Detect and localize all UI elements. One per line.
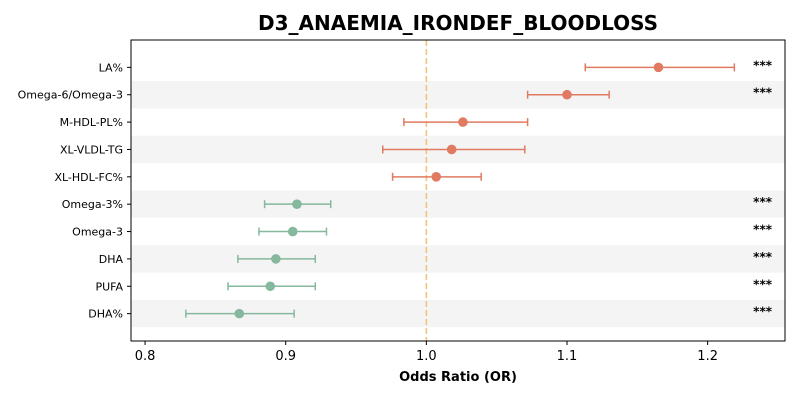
x-tick-label: 1.0: [416, 349, 437, 364]
y-tick-label: Omega-6/Omega-3: [18, 89, 123, 102]
or-point: [458, 117, 468, 127]
or-point: [271, 254, 281, 264]
row-stripe: [131, 245, 785, 273]
row-stripes: [131, 81, 785, 328]
y-tick-label: LA%: [99, 61, 123, 74]
or-point: [653, 62, 664, 73]
y-tick-labels: LA% Omega-6/Omega-3 M-HDL-PL% XL-VLDL-TG XL-…: [18, 61, 131, 321]
significance-marker: ***: [753, 277, 773, 291]
row-stripe: [131, 81, 785, 109]
or-point: [431, 172, 442, 182]
y-tick-label: Omega-3%: [62, 198, 123, 211]
axes-frame: [130, 39, 786, 342]
or-point: [292, 199, 302, 209]
or-point: [234, 308, 245, 319]
x-tick-label: 1.1: [557, 349, 578, 364]
significance-marker: ***: [753, 58, 773, 72]
significance-marker: ***: [753, 195, 773, 209]
y-tick-label: XL-VLDL-TG: [60, 143, 123, 156]
y-tick-label: DHA: [99, 253, 124, 266]
x-tick-label: 0.9: [275, 349, 296, 364]
significance-marker: ***: [753, 250, 773, 264]
x-ticks: 0.8 0.9 1.0 1.1 1.2: [135, 341, 718, 364]
y-tick-label: M-HDL-PL%: [60, 116, 123, 129]
chart-title: D3_ANAEMIA_IRONDEF_BLOODLOSS: [258, 11, 658, 35]
y-tick-label: PUFA: [95, 280, 123, 293]
or-point: [265, 281, 276, 292]
y-tick-label: XL-HDL-FC%: [54, 171, 123, 184]
significance-marker: ***: [753, 86, 773, 100]
x-axis-label: Odds Ratio (OR): [399, 370, 517, 385]
significance-labels: *** *** *** *** *** *** ***: [753, 58, 773, 318]
row-stripe: [131, 190, 785, 218]
y-tick-label: Omega-3: [72, 226, 123, 239]
plot-marks: [185, 62, 736, 319]
x-tick-label: 1.2: [697, 349, 718, 364]
or-point: [562, 89, 572, 100]
or-point: [446, 144, 457, 155]
significance-marker: ***: [753, 305, 773, 319]
y-tick-label: DHA%: [88, 308, 123, 321]
significance-marker: ***: [753, 223, 773, 237]
or-point: [287, 226, 298, 237]
x-tick-label: 0.8: [135, 349, 156, 364]
